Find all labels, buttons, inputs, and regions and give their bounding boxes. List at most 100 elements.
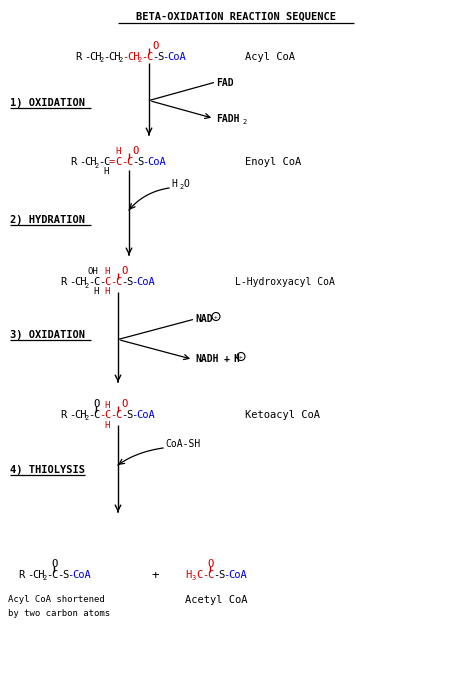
Text: -: -: [99, 410, 105, 420]
Text: 2: 2: [84, 283, 88, 288]
Text: 2: 2: [179, 184, 183, 190]
Text: S: S: [137, 157, 143, 167]
Text: 2: 2: [118, 57, 122, 64]
Text: -: -: [27, 570, 33, 580]
Text: -: -: [84, 52, 90, 62]
Text: CH: CH: [74, 410, 87, 420]
Text: C: C: [207, 570, 213, 580]
Text: R: R: [70, 157, 76, 167]
Text: CH: CH: [32, 570, 44, 580]
Text: O: O: [93, 399, 99, 409]
Text: H: H: [104, 401, 109, 410]
Text: -: -: [98, 157, 104, 167]
Text: C: C: [146, 52, 152, 62]
Text: -: -: [69, 277, 75, 287]
Text: CoA: CoA: [136, 410, 155, 420]
Text: CoA: CoA: [136, 277, 155, 287]
Text: 2: 2: [84, 415, 88, 422]
Text: +: +: [151, 568, 159, 581]
Text: Acyl CoA shortened: Acyl CoA shortened: [8, 595, 105, 604]
Text: O: O: [121, 266, 127, 276]
Text: 2: 2: [99, 57, 103, 64]
Text: -: -: [121, 410, 127, 420]
Text: -: -: [131, 277, 137, 287]
Text: by two carbon atoms: by two carbon atoms: [8, 609, 110, 618]
Text: C: C: [104, 410, 110, 420]
Text: O: O: [121, 399, 127, 409]
Text: 2: 2: [242, 119, 246, 125]
Text: Acetyl CoA: Acetyl CoA: [185, 595, 247, 605]
Text: R: R: [60, 410, 66, 420]
Text: S: S: [126, 277, 132, 287]
Text: -: -: [121, 157, 127, 167]
Text: R: R: [60, 277, 66, 287]
Text: H: H: [104, 267, 109, 276]
Text: 2: 2: [137, 57, 141, 64]
Text: H: H: [233, 355, 239, 364]
Text: O: O: [207, 559, 213, 569]
Text: H: H: [93, 288, 98, 297]
Text: C: C: [115, 410, 121, 420]
Text: Acyl CoA: Acyl CoA: [245, 52, 295, 62]
Text: C: C: [196, 570, 202, 580]
Text: Ketoacyl CoA: Ketoacyl CoA: [245, 410, 320, 420]
Text: -: -: [141, 52, 147, 62]
Text: S: S: [157, 52, 163, 62]
Text: S: S: [126, 410, 132, 420]
Text: R: R: [75, 52, 81, 62]
Text: +: +: [214, 314, 218, 319]
Text: H: H: [171, 179, 177, 189]
Text: C: C: [104, 277, 110, 287]
Text: -: -: [152, 52, 158, 62]
Text: CoA: CoA: [167, 52, 186, 62]
Text: H: H: [115, 147, 121, 156]
Text: -: -: [223, 570, 229, 580]
Text: -: -: [103, 52, 109, 62]
Text: S: S: [218, 570, 224, 580]
Text: BETA-OXIDATION REACTION SEQUENCE: BETA-OXIDATION REACTION SEQUENCE: [136, 12, 336, 22]
Text: O: O: [152, 41, 158, 51]
Text: CoA: CoA: [147, 157, 166, 167]
Text: +: +: [224, 355, 230, 364]
Text: 2) HYDRATION: 2) HYDRATION: [10, 215, 85, 225]
Text: H: H: [104, 420, 109, 429]
Text: 4) THIOLYSIS: 4) THIOLYSIS: [10, 465, 85, 475]
Text: -: -: [110, 277, 116, 287]
Text: C: C: [93, 277, 99, 287]
Text: OH: OH: [88, 267, 99, 276]
Text: -: -: [202, 570, 208, 580]
Text: -: -: [69, 410, 75, 420]
Text: 2: 2: [42, 575, 46, 581]
Text: =: =: [109, 157, 115, 167]
Text: CH: CH: [74, 277, 87, 287]
Text: CoA: CoA: [72, 570, 91, 580]
Text: L-Hydroxyacyl CoA: L-Hydroxyacyl CoA: [235, 277, 335, 287]
Text: CH: CH: [84, 157, 97, 167]
Text: 2: 2: [94, 163, 98, 168]
Text: FADH: FADH: [216, 114, 239, 124]
Text: 1) OXIDATION: 1) OXIDATION: [10, 98, 85, 108]
Text: C: C: [103, 157, 109, 167]
Text: S: S: [62, 570, 68, 580]
Text: -: -: [46, 570, 52, 580]
Text: CoA: CoA: [228, 570, 247, 580]
Text: -: -: [57, 570, 63, 580]
Text: CH: CH: [127, 52, 139, 62]
Text: -: -: [110, 410, 116, 420]
Text: -: -: [132, 157, 138, 167]
Text: R: R: [18, 570, 24, 580]
Text: C: C: [115, 157, 121, 167]
Text: -: -: [121, 277, 127, 287]
Text: -: -: [88, 277, 94, 287]
Text: C: C: [51, 570, 57, 580]
Text: CH: CH: [108, 52, 121, 62]
Text: NAD: NAD: [195, 315, 212, 325]
Text: 3: 3: [192, 575, 196, 581]
Text: -: -: [122, 52, 128, 62]
Text: -: -: [67, 570, 73, 580]
Text: CoA-SH: CoA-SH: [165, 439, 200, 449]
Text: -: -: [213, 570, 219, 580]
Text: H: H: [103, 168, 108, 177]
Text: O: O: [51, 559, 57, 569]
Text: FAD: FAD: [216, 77, 234, 87]
